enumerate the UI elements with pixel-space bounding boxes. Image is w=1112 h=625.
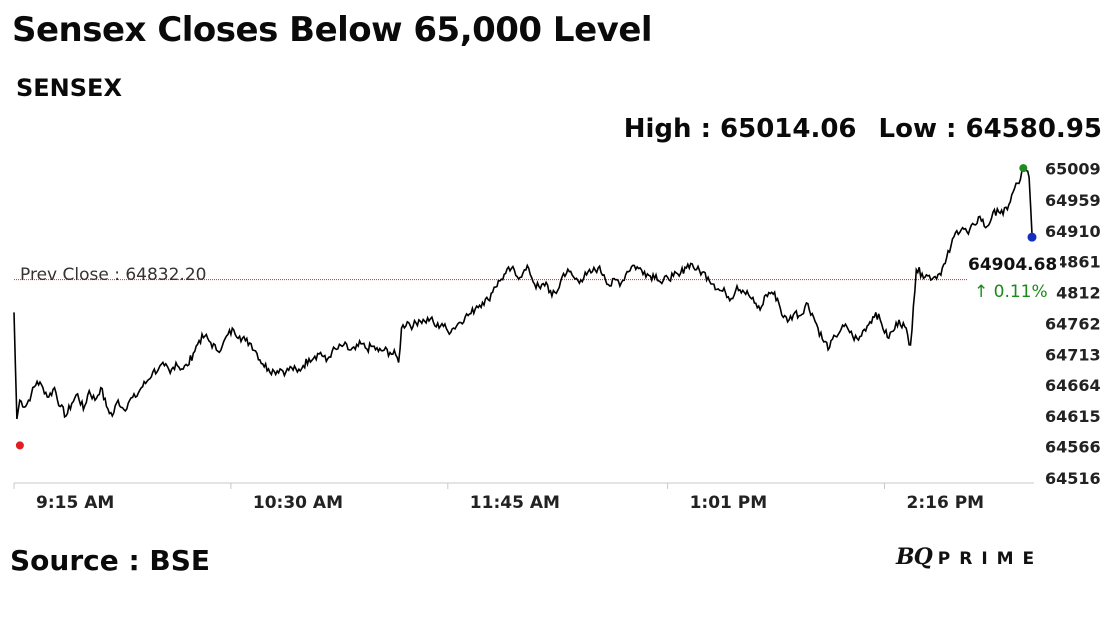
y-tick-label: 64566 [1045,438,1101,457]
y-tick-label: 64615 [1045,407,1101,426]
y-tick-label: 64713 [1045,345,1101,364]
index-name: SENSEX [16,74,122,102]
x-tick-label: 2:16 PM [907,493,985,513]
y-tick-label: 64664 [1045,376,1101,395]
last-value-bg [964,252,1060,276]
brand-bq: BQ [896,544,933,570]
last-point-marker [1027,232,1037,242]
y-tick-label: 64910 [1045,222,1101,241]
brand-logo: BQ PRIME [896,544,1043,570]
x-tick-label: 9:15 AM [36,493,114,513]
y-tick-label: 64516 [1045,469,1101,488]
y-tick-label: 65009 [1045,160,1101,179]
series-line [13,166,1033,420]
low-label: Low : 64580.95 [878,114,1102,144]
open-point-marker [15,441,24,450]
y-tick-label: 64762 [1045,315,1101,334]
y-axis-ticks: 6451664566646156466464713647626481264861… [1045,160,1101,488]
brand-prime: PRIME [937,549,1044,569]
x-tick-label: 1:01 PM [690,493,768,513]
change-percent-label: ↑ 0.11% [974,282,1048,302]
y-tick-label: 64959 [1045,191,1101,210]
high-point-marker [1019,164,1028,173]
chart-title: Sensex Closes Below 65,000 Level [12,10,653,50]
x-axis-ticks: 9:15 AM 10:30 AM 11:45 AM 1:01 PM 2:16 PM [13,483,985,513]
source-label: Source : BSE [10,544,211,577]
x-tick-label: 11:45 AM [470,493,560,513]
change-bg [970,279,1056,303]
high-low-summary: High : 65014.06 Low : 64580.95 [624,114,1102,144]
high-label: High : 65014.06 [623,114,857,144]
last-value-label: 64904.68 [968,255,1057,275]
y-tick-label: 64812 [1045,283,1101,302]
prev-close-label: Prev Close : 64832.20 [20,265,206,285]
x-tick-label: 10:30 AM [253,493,343,513]
